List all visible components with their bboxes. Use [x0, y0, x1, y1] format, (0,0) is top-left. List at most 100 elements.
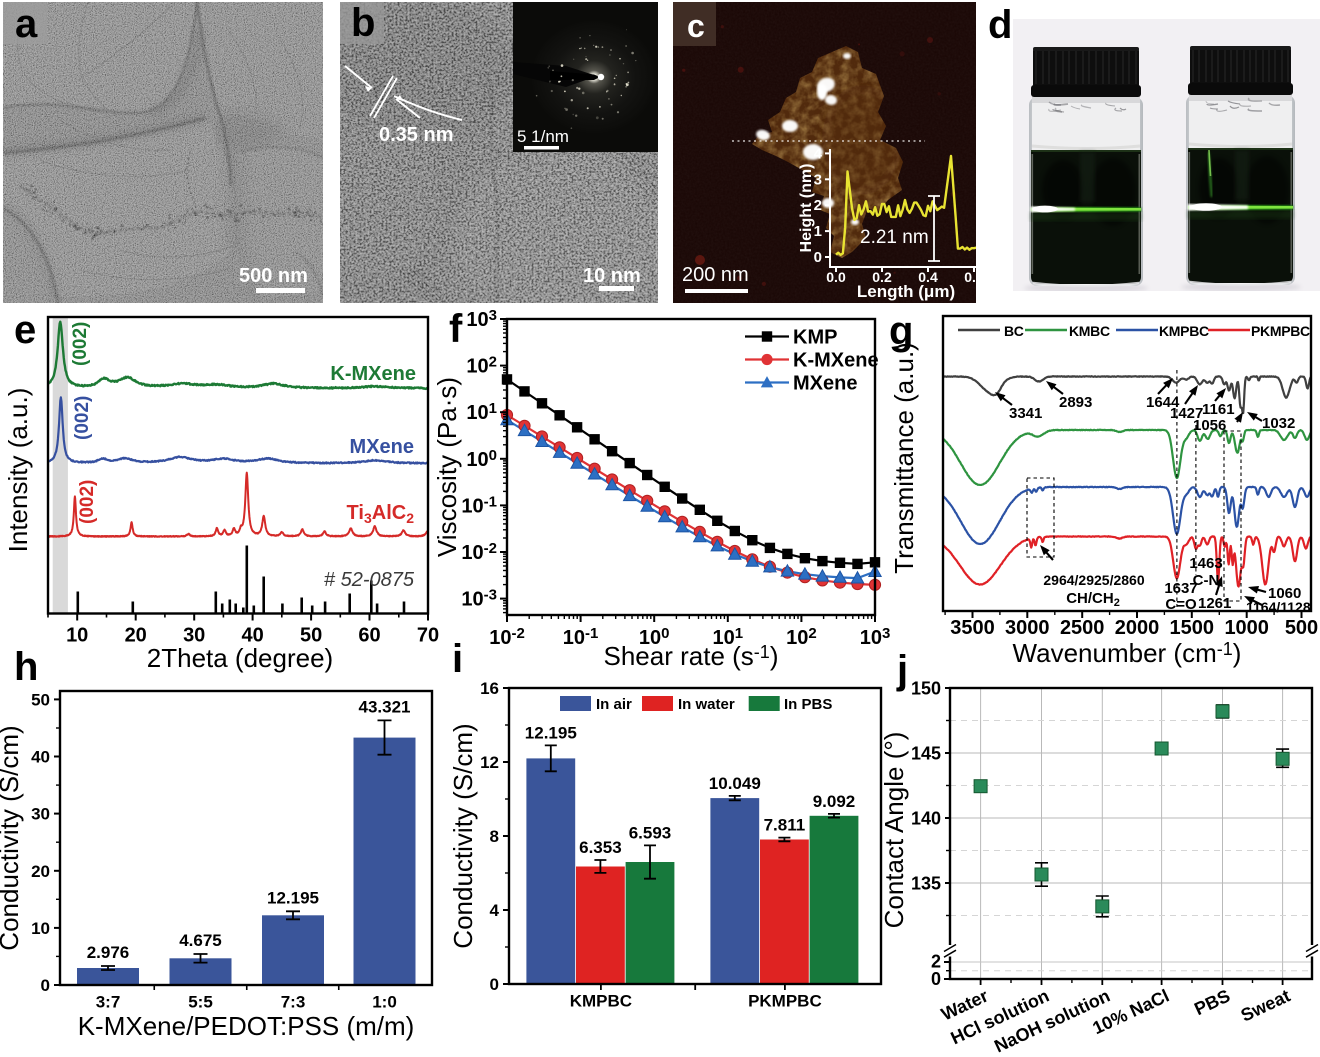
- svg-text:500 nm: 500 nm: [239, 265, 308, 287]
- svg-text:In PBS: In PBS: [784, 696, 832, 713]
- svg-text:20: 20: [31, 862, 50, 881]
- svg-text:c: c: [687, 8, 705, 44]
- svg-text:10-1: 10-1: [563, 625, 599, 649]
- svg-text:In air: In air: [596, 696, 632, 713]
- svg-text:Viscosity (Pa·s): Viscosity (Pa·s): [432, 377, 462, 557]
- svg-text:Ti3AlC2: Ti3AlC2: [347, 502, 415, 526]
- svg-text:16: 16: [480, 679, 499, 698]
- svg-text:0: 0: [814, 249, 822, 266]
- svg-text:2.976: 2.976: [87, 943, 130, 962]
- svg-text:2000: 2000: [1115, 617, 1160, 639]
- svg-text:70: 70: [417, 625, 439, 647]
- svg-text:C-N: C-N: [1193, 572, 1220, 589]
- svg-text:12.195: 12.195: [525, 723, 577, 742]
- svg-text:0.0: 0.0: [826, 269, 846, 285]
- svg-text:2964/2925/2860: 2964/2925/2860: [1043, 572, 1144, 588]
- svg-text:4.675: 4.675: [179, 931, 222, 950]
- svg-text:2893: 2893: [1059, 394, 1092, 411]
- svg-text:h: h: [14, 645, 38, 689]
- svg-text:a: a: [15, 2, 38, 46]
- svg-text:10: 10: [31, 919, 50, 938]
- svg-text:5:5: 5:5: [188, 993, 213, 1012]
- svg-text:0: 0: [490, 975, 499, 994]
- svg-text:10 nm: 10 nm: [583, 265, 641, 287]
- svg-text:Transmittance (a.u.): Transmittance (a.u.): [889, 342, 919, 574]
- svg-text:(002): (002): [77, 480, 98, 524]
- svg-text:1261: 1261: [1198, 595, 1231, 612]
- svg-text:150: 150: [911, 679, 941, 699]
- svg-text:1427: 1427: [1170, 405, 1203, 422]
- svg-text:BC: BC: [1004, 323, 1024, 339]
- svg-text:2500: 2500: [1060, 617, 1105, 639]
- svg-text:Conductivity (S/cm): Conductivity (S/cm): [0, 725, 24, 950]
- svg-text:200 nm: 200 nm: [682, 264, 749, 286]
- svg-text:50: 50: [300, 625, 322, 647]
- svg-text:145: 145: [911, 744, 941, 764]
- svg-text:# 52-0875: # 52-0875: [324, 569, 415, 591]
- svg-text:Conductivity (S/cm): Conductivity (S/cm): [448, 723, 478, 948]
- svg-text:50: 50: [31, 690, 50, 709]
- svg-text:6.353: 6.353: [579, 838, 622, 857]
- svg-text:4: 4: [814, 145, 823, 162]
- svg-text:b: b: [351, 1, 375, 45]
- svg-text:10: 10: [66, 625, 88, 647]
- svg-text:12: 12: [480, 753, 499, 772]
- svg-text:In water: In water: [678, 696, 735, 713]
- svg-text:10-1: 10-1: [461, 493, 497, 517]
- svg-text:MXene: MXene: [350, 436, 414, 458]
- svg-text:3500: 3500: [950, 617, 995, 639]
- svg-text:7.811: 7.811: [764, 816, 806, 835]
- svg-text:0: 0: [41, 976, 50, 995]
- svg-text:CH/CH2: CH/CH2: [1066, 590, 1120, 609]
- svg-text:KMPBC: KMPBC: [570, 992, 632, 1011]
- svg-text:7:3: 7:3: [281, 993, 306, 1012]
- svg-text:1056: 1056: [1193, 417, 1226, 434]
- svg-text:3000: 3000: [1005, 617, 1050, 639]
- svg-text:500: 500: [1285, 617, 1318, 639]
- svg-text:KMPBC: KMPBC: [1159, 323, 1209, 339]
- svg-text:1644: 1644: [1146, 394, 1180, 411]
- svg-text:d: d: [988, 3, 1012, 47]
- svg-text:j: j: [896, 648, 908, 692]
- svg-text:135: 135: [911, 874, 941, 894]
- svg-text:1463: 1463: [1189, 555, 1222, 572]
- svg-text:1000: 1000: [1224, 617, 1269, 639]
- svg-text:i: i: [452, 637, 463, 681]
- svg-text:8: 8: [490, 827, 499, 846]
- svg-text:K-MXene: K-MXene: [793, 350, 879, 372]
- svg-text:MXene: MXene: [793, 373, 857, 395]
- svg-text:PKMPBC: PKMPBC: [1251, 323, 1310, 339]
- svg-text:C=O: C=O: [1165, 596, 1197, 613]
- svg-text:0: 0: [931, 969, 941, 989]
- svg-text:2.21 nm: 2.21 nm: [860, 227, 929, 248]
- svg-text:1500: 1500: [1170, 617, 1215, 639]
- svg-text:Length (μm): Length (μm): [857, 282, 955, 301]
- svg-text:1161: 1161: [1202, 401, 1235, 418]
- svg-text:10.049: 10.049: [709, 774, 761, 793]
- svg-text:0.2: 0.2: [872, 269, 892, 285]
- svg-text:40: 40: [241, 625, 263, 647]
- svg-text:12.195: 12.195: [267, 888, 319, 907]
- svg-text:30: 30: [31, 805, 50, 824]
- svg-text:43.321: 43.321: [359, 697, 411, 716]
- svg-text:0.35 nm: 0.35 nm: [379, 124, 453, 146]
- svg-text:KMP: KMP: [793, 327, 837, 349]
- svg-text:3:7: 3:7: [96, 993, 121, 1012]
- svg-text:Height (nm): Height (nm): [798, 164, 815, 253]
- svg-text:10-2: 10-2: [489, 625, 525, 649]
- svg-text:2: 2: [931, 952, 941, 972]
- svg-text:9.092: 9.092: [813, 792, 856, 811]
- svg-text:0.6: 0.6: [964, 269, 984, 285]
- svg-text:e: e: [14, 308, 36, 352]
- svg-text:102: 102: [466, 354, 497, 378]
- svg-text:K-MXene: K-MXene: [330, 363, 416, 385]
- svg-text:40: 40: [31, 748, 50, 767]
- svg-text:PKMPBC: PKMPBC: [748, 992, 822, 1011]
- svg-text:Contact Angle (°): Contact Angle (°): [879, 732, 909, 929]
- svg-text:60: 60: [358, 625, 380, 647]
- svg-text:Intensity (a.u.): Intensity (a.u.): [3, 388, 33, 553]
- svg-text:20: 20: [125, 625, 147, 647]
- svg-text:KMBC: KMBC: [1069, 323, 1110, 339]
- svg-text:1032: 1032: [1262, 415, 1295, 432]
- svg-text:(002): (002): [72, 396, 93, 440]
